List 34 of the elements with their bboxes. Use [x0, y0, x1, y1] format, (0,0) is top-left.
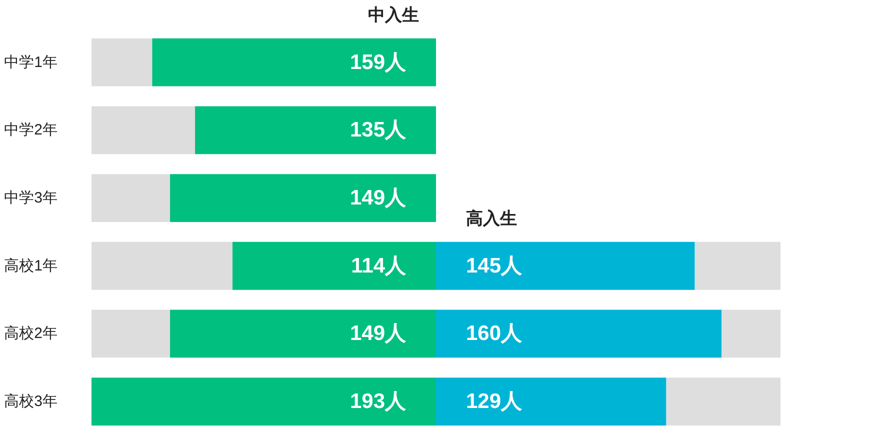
- bar: [436, 242, 695, 290]
- bar: [170, 310, 436, 358]
- y-tick-label: 中学1年: [4, 54, 58, 71]
- y-tick-label: 高校2年: [4, 325, 58, 342]
- bar: [92, 378, 436, 426]
- data-label: 149人: [350, 186, 407, 210]
- bar: [92, 242, 233, 290]
- bar: [92, 310, 170, 358]
- y-tick-label: 中学3年: [4, 190, 58, 207]
- data-label: 193人: [350, 390, 407, 414]
- series-label: 高入生: [466, 208, 517, 228]
- bar: [92, 38, 152, 86]
- bar: [666, 378, 780, 426]
- bar: [195, 106, 436, 154]
- data-label: 145人: [466, 254, 524, 278]
- y-tick-label: 高校1年: [4, 257, 58, 274]
- series-label: 中入生: [368, 5, 419, 24]
- bar: [722, 310, 780, 358]
- data-label: 149人: [350, 322, 407, 346]
- bar: [92, 106, 196, 154]
- bar: [92, 174, 170, 222]
- bar: [152, 38, 436, 86]
- y-tick-label: 中学2年: [4, 122, 58, 139]
- data-label: 114人: [351, 254, 407, 278]
- data-label: 129人: [466, 390, 524, 414]
- data-label: 135人: [350, 118, 407, 142]
- bar: [436, 378, 666, 426]
- bar: [232, 242, 436, 290]
- bar: [694, 242, 780, 290]
- data-label: 160人: [466, 322, 524, 346]
- y-tick-label: 高校3年: [4, 393, 58, 410]
- bar: [436, 310, 722, 358]
- bar: [170, 174, 436, 222]
- data-label: 159人: [350, 50, 407, 74]
